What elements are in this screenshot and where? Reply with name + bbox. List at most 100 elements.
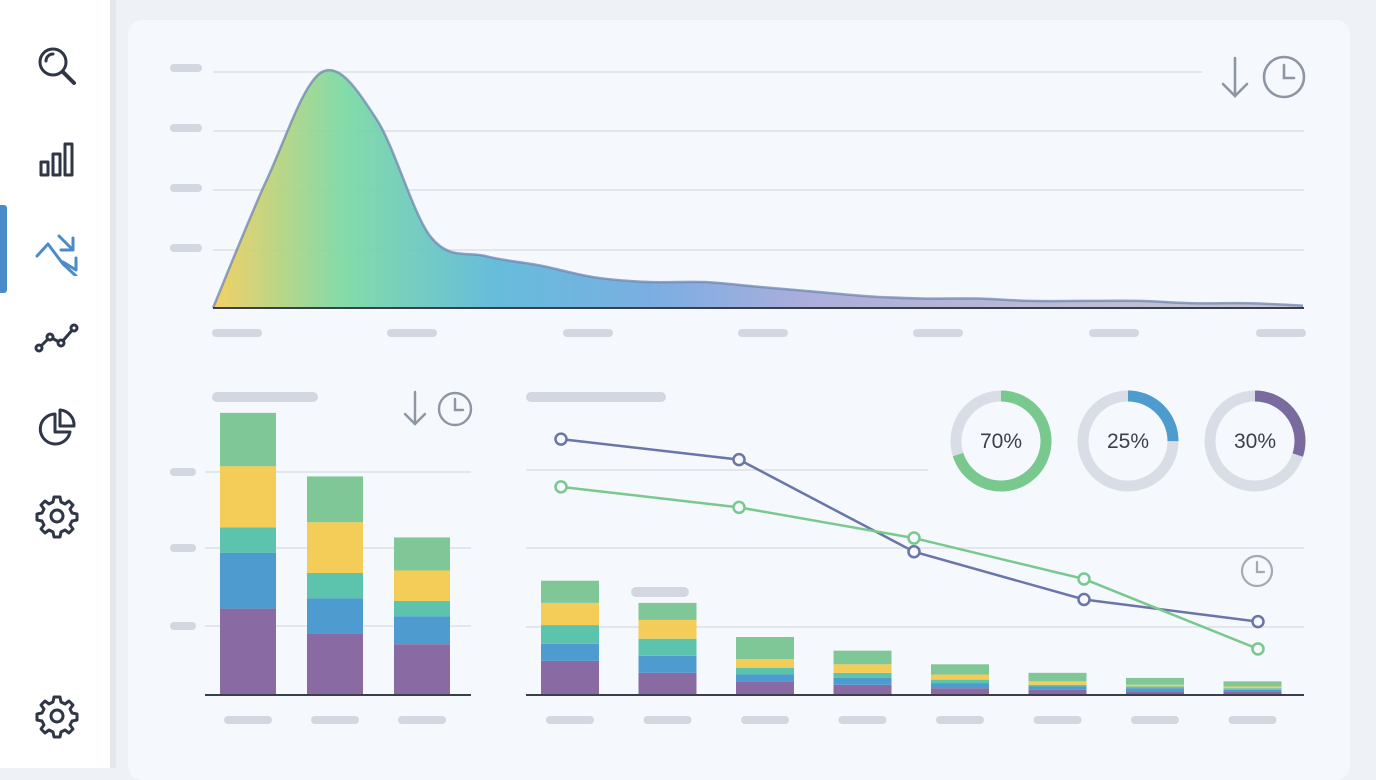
donut-arc <box>950 390 1052 492</box>
x-tick-label <box>387 329 437 337</box>
bar-segment <box>1028 689 1087 695</box>
bar-segment <box>736 674 794 682</box>
bar-segment <box>931 679 989 684</box>
x-tick-label <box>936 716 984 724</box>
donut-arc <box>1077 390 1179 492</box>
active-nav-indicator <box>0 205 7 293</box>
bar-segment <box>736 659 794 668</box>
bar-segment <box>394 616 450 645</box>
nav-pie-chart[interactable] <box>22 398 92 458</box>
line-point <box>554 480 568 494</box>
line-point <box>732 452 746 467</box>
nav-settings-footer[interactable] <box>22 686 92 746</box>
area-chart <box>170 64 1306 337</box>
bar-segment <box>833 672 892 678</box>
bar-segment <box>931 674 989 680</box>
clock-icon[interactable] <box>1240 554 1274 588</box>
bar-segment <box>638 638 697 656</box>
bar-segment <box>220 527 276 553</box>
bar-segment <box>307 634 363 695</box>
nav-trend[interactable] <box>22 222 92 282</box>
chart-title-placeholder <box>212 392 318 402</box>
bar-segment <box>1223 681 1282 687</box>
area-y-tick-placeholders <box>170 64 202 252</box>
bar-segment <box>1223 688 1282 690</box>
bar-segment <box>220 466 276 528</box>
bar-segment <box>394 570 450 601</box>
bar-segment <box>833 677 892 685</box>
donut-arc <box>1204 390 1306 492</box>
y-tick-label <box>170 64 202 72</box>
nav-settings[interactable] <box>22 486 92 546</box>
bar-segment <box>736 637 794 660</box>
line-point <box>907 544 921 559</box>
bar-segment <box>307 573 363 599</box>
sidebar <box>0 0 116 768</box>
area-x-tick-placeholders <box>212 329 1306 337</box>
area-series-line <box>211 68 1304 309</box>
bar-segment <box>541 660 599 695</box>
line-point <box>907 531 921 545</box>
x-tick-label <box>546 716 594 724</box>
search-icon <box>38 47 76 85</box>
combo-chart <box>526 392 1304 724</box>
y-tick-label <box>170 622 196 630</box>
bar-segment <box>307 598 363 634</box>
x-tick-label <box>398 716 446 724</box>
small-bar-series <box>220 412 450 695</box>
y-tick-label <box>170 468 196 476</box>
bar-segment <box>638 672 697 695</box>
y-tick-label <box>170 124 202 132</box>
bar-segment <box>1126 686 1184 689</box>
clock-icon[interactable] <box>437 391 473 427</box>
bar-segment <box>1028 686 1087 690</box>
line-point <box>1077 572 1091 586</box>
bar-segment <box>833 650 892 665</box>
x-tick-label <box>838 716 887 724</box>
pie-chart-icon <box>38 408 76 446</box>
bar-segment <box>1126 688 1184 692</box>
stacked-bar-chart-small <box>170 392 471 724</box>
x-tick-label <box>1131 716 1179 724</box>
x-tick-label <box>913 329 963 337</box>
bar-segment <box>1223 686 1282 689</box>
nav-bar-chart[interactable] <box>22 128 92 188</box>
y-tick-label <box>170 184 202 192</box>
donut-label: 25% <box>1107 430 1149 453</box>
bar-segment <box>931 664 989 675</box>
label-placeholder <box>631 587 689 597</box>
bar-segment <box>638 619 697 639</box>
nav-search[interactable] <box>22 36 92 96</box>
chart-title-placeholder <box>526 392 666 402</box>
sort-down-icon[interactable] <box>1221 56 1249 98</box>
x-tick-label <box>311 716 359 724</box>
line-point <box>1077 592 1091 607</box>
x-tick-label <box>212 329 262 337</box>
bar-segment <box>394 600 450 617</box>
area-series-fill <box>213 70 1303 309</box>
x-tick-label <box>1089 329 1139 337</box>
bar-segment <box>394 537 450 571</box>
combo-x-tick-placeholders <box>546 716 1277 724</box>
x-tick-label <box>1256 329 1306 337</box>
gear-icon <box>35 695 79 739</box>
bar-segment <box>541 602 599 626</box>
line-chart-icon <box>34 323 79 353</box>
bar-segment <box>1126 677 1184 685</box>
bar-segment <box>220 552 276 609</box>
bar-segment <box>220 412 276 467</box>
bar-segment <box>541 625 599 644</box>
bar-segment <box>307 476 363 523</box>
bar-segment <box>394 644 450 695</box>
x-tick-label <box>738 329 788 337</box>
nav-line-chart[interactable] <box>22 306 92 366</box>
sort-down-icon[interactable] <box>403 390 427 426</box>
bar-segment <box>931 688 989 695</box>
x-tick-label <box>1033 716 1082 724</box>
clock-icon[interactable] <box>1262 55 1306 99</box>
bar-segment <box>1223 691 1282 695</box>
bar-segment <box>638 655 697 673</box>
bar-segment <box>1028 684 1087 687</box>
bar-segment <box>1223 689 1282 692</box>
